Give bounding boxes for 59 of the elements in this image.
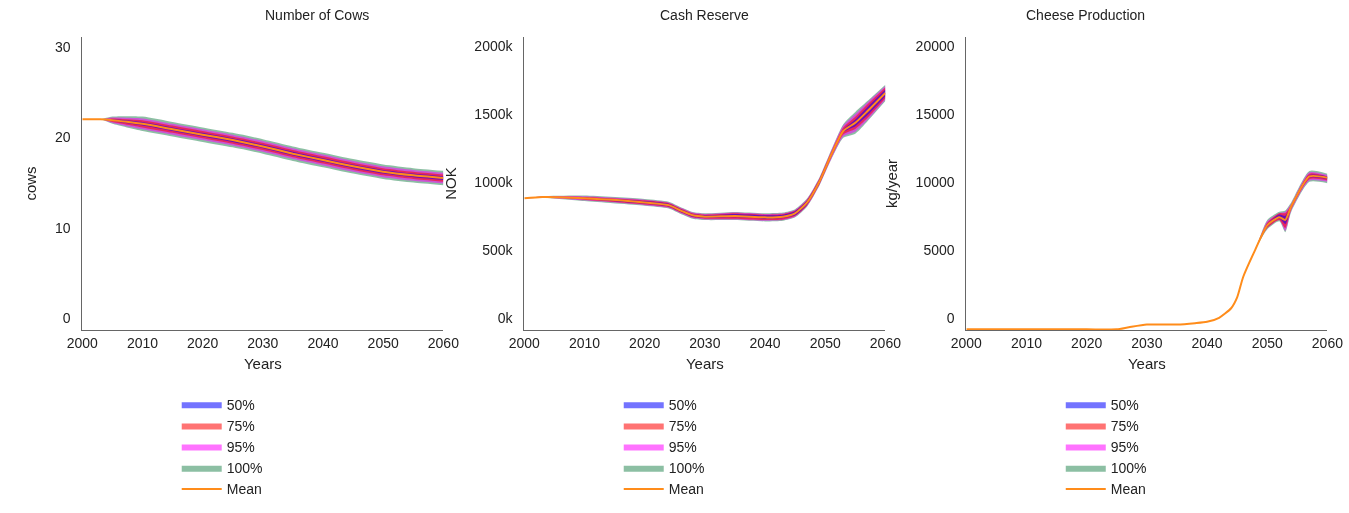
legend-label: 75% xyxy=(1110,417,1139,434)
chart-title: Cash Reserve xyxy=(660,7,749,23)
x-tick-label: 2020 xyxy=(187,334,219,351)
y-tick-label: 1500k xyxy=(474,105,514,122)
x-tick-label: 2050 xyxy=(809,334,841,351)
x-tick-label: 2060 xyxy=(1311,334,1344,351)
y-tick-label: 5000 xyxy=(923,241,955,258)
legend-label: 95% xyxy=(1110,439,1139,456)
y-tick-label: 10 xyxy=(54,219,71,236)
y-tick-label: 0 xyxy=(62,310,71,327)
x-tick-label: 2010 xyxy=(568,334,601,351)
x-tick-label: 2000 xyxy=(950,334,983,351)
x-tick-label: 2020 xyxy=(1071,334,1103,351)
legend-label: 50% xyxy=(226,396,255,413)
x-tick-label: 2010 xyxy=(1010,334,1043,351)
x-tick-label: 2030 xyxy=(247,334,279,351)
legend-label: Mean xyxy=(668,481,704,498)
legend-label: 50% xyxy=(1110,396,1139,413)
legend-label: 100% xyxy=(226,460,263,477)
y-tick-label: 500k xyxy=(482,241,514,258)
legend-label: 100% xyxy=(668,460,705,477)
y-tick-label: 20000 xyxy=(915,37,955,54)
x-tick-label: 2040 xyxy=(1191,334,1223,351)
y-axis-title: NOK xyxy=(441,167,459,200)
y-tick-label: 30 xyxy=(54,38,71,55)
x-tick-label: 2060 xyxy=(427,334,460,351)
legend-label: Mean xyxy=(1110,481,1146,498)
y-tick-label: 2000k xyxy=(474,37,514,54)
legend-label: 50% xyxy=(668,396,697,413)
x-tick-label: 2010 xyxy=(126,334,159,351)
x-tick-label: 2040 xyxy=(749,334,781,351)
x-tick-label: 2060 xyxy=(869,334,902,351)
x-tick-label: 2000 xyxy=(508,334,541,351)
y-tick-label: 20 xyxy=(54,129,71,146)
y-tick-label: 0 xyxy=(946,309,955,326)
legend-label: 75% xyxy=(226,417,255,434)
x-axis-title: Years xyxy=(243,354,282,372)
x-axis-title: Years xyxy=(1127,354,1166,372)
x-tick-label: 2040 xyxy=(307,334,339,351)
y-tick-label: 0k xyxy=(497,309,514,326)
y-tick-label: 15000 xyxy=(915,105,955,122)
chart-title: Number of Cows xyxy=(265,7,370,23)
x-tick-label: 2020 xyxy=(629,334,661,351)
y-tick-label: 1000k xyxy=(474,173,514,190)
y-axis-title: kg/year xyxy=(882,158,900,209)
legend-label: 75% xyxy=(668,417,697,434)
chart-title: Cheese Production xyxy=(1026,7,1146,23)
y-axis-title: cows xyxy=(22,166,40,201)
x-tick-label: 2000 xyxy=(66,334,99,351)
x-tick-label: 2050 xyxy=(367,334,399,351)
x-tick-label: 2030 xyxy=(689,334,721,351)
x-tick-label: 2050 xyxy=(1251,334,1284,351)
y-tick-label: 10000 xyxy=(915,173,955,190)
x-axis-title: Years xyxy=(685,354,724,372)
legend-label: Mean xyxy=(226,481,262,498)
legend-label: 95% xyxy=(668,439,697,456)
x-tick-label: 2030 xyxy=(1131,334,1163,351)
legend-label: 100% xyxy=(1110,460,1147,477)
legend-label: 95% xyxy=(226,439,255,456)
